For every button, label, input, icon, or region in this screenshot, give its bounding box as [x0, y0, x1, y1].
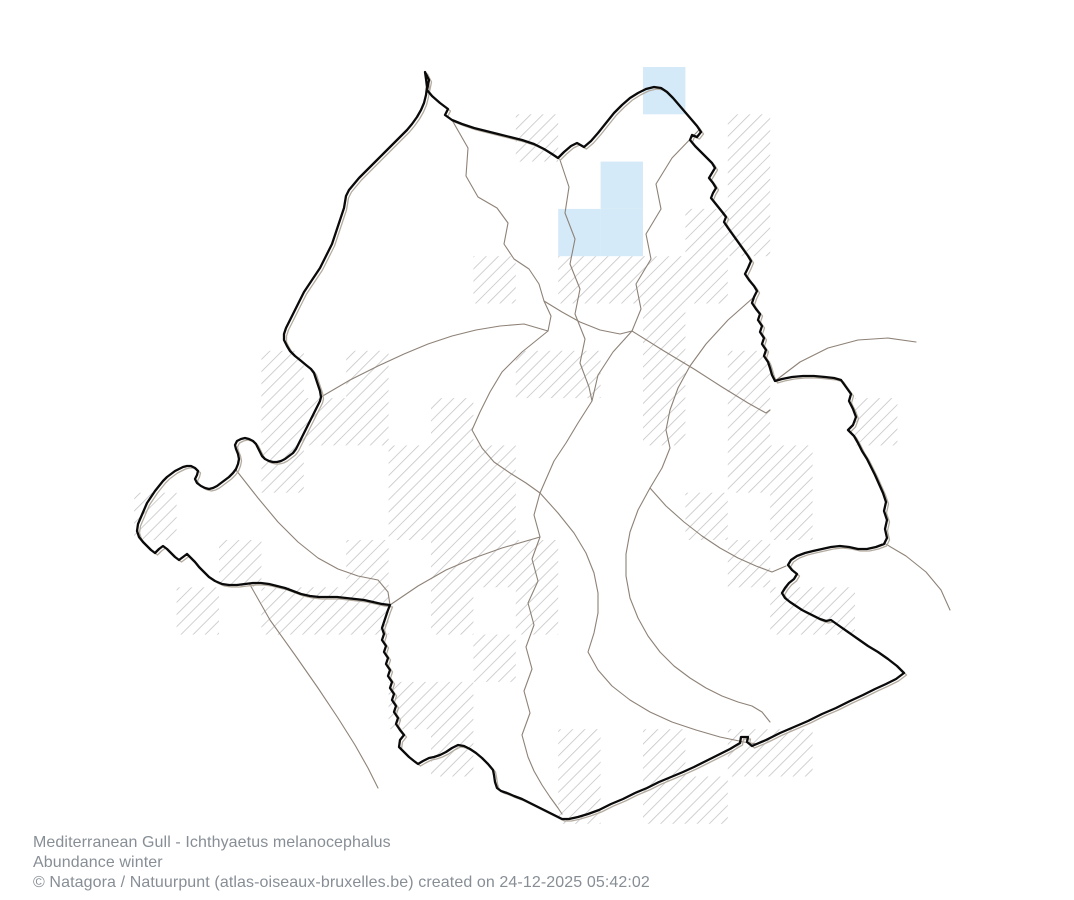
surveyed-no-observation-cell [346, 398, 389, 446]
municipality-border [774, 337, 917, 382]
surveyed-no-observation-cell [431, 540, 474, 588]
surveyed-no-observation-cell [431, 492, 474, 540]
surveyed-no-observation-cell [431, 681, 474, 730]
surveyed-no-observation-cell [727, 398, 771, 446]
surveyed-no-observation-cell [855, 398, 898, 446]
surveyed-no-observation-cell [727, 114, 771, 162]
surveyed-no-observation-cell [473, 256, 516, 304]
surveyed-no-observation-cell [727, 350, 771, 399]
surveyed-no-observation-cell [643, 256, 686, 304]
municipality-borders-layer [235, 119, 951, 815]
surveyed-no-observation-cell [558, 729, 601, 777]
abundance-cells-layer [558, 67, 686, 257]
surveyed-no-observation-cell [431, 729, 474, 777]
municipality-border [625, 487, 771, 723]
municipality-border [631, 129, 700, 332]
surveyed-no-observation-cell [515, 540, 559, 588]
map-subtitle: Abundance winter [33, 854, 163, 871]
surveyed-no-observation-cell [515, 587, 559, 635]
surveyed-no-observation-cell [643, 350, 686, 399]
surveyed-no-observation-cell [727, 161, 771, 209]
surveyed-no-observation-cell [346, 540, 389, 588]
surveyed-cells-layer [134, 114, 898, 824]
surveyed-no-observation-cell [770, 492, 813, 540]
surveyed-no-observation-cell [473, 634, 516, 682]
surveyed-no-observation-cell [643, 776, 686, 824]
surveyed-no-observation-cell [770, 729, 813, 777]
surveyed-no-observation-cell [388, 492, 431, 540]
municipality-border [235, 469, 391, 606]
municipality-border [591, 330, 633, 402]
surveyed-no-observation-cell [727, 729, 771, 777]
caption: Mediterranean Gull - Ichthyaetus melanoc… [33, 833, 650, 893]
surveyed-no-observation-cell [727, 540, 771, 588]
municipality-border [539, 400, 593, 494]
surveyed-no-observation-cell [727, 445, 771, 493]
abundance-cell [600, 161, 643, 209]
municipality-border [543, 300, 633, 335]
municipality-border [649, 296, 755, 489]
credit-line: © Natagora / Natuurpunt (atlas-oiseaux-b… [33, 874, 650, 891]
surveyed-no-observation-cell [431, 398, 474, 446]
surveyed-no-observation-cell [303, 587, 347, 635]
surveyed-no-observation-cell [219, 540, 262, 588]
municipality-border [539, 492, 758, 745]
municipality-border [521, 492, 563, 815]
municipality-border [649, 487, 787, 573]
municipality-border [631, 330, 771, 414]
surveyed-no-observation-cell [770, 445, 813, 493]
surveyed-no-observation-cell [431, 587, 474, 635]
municipality-border [320, 323, 549, 398]
surveyed-no-observation-cell [558, 256, 601, 304]
municipality-border [248, 582, 379, 789]
region-border [135, 70, 906, 821]
abundance-cell [600, 208, 643, 257]
surveyed-no-observation-cell [473, 445, 516, 493]
municipality-border [559, 159, 593, 402]
surveyed-no-observation-cell [812, 587, 855, 635]
surveyed-no-observation-cell [727, 208, 771, 257]
surveyed-no-observation-cell [431, 445, 474, 493]
surveyed-no-observation-cell [643, 729, 686, 777]
species-title: Mediterranean Gull - Ichthyaetus melanoc… [33, 834, 391, 851]
surveyed-no-observation-cell [685, 776, 728, 824]
surveyed-no-observation-cell [600, 256, 643, 304]
surveyed-no-observation-cell [473, 492, 516, 540]
region-border-layer [135, 70, 906, 821]
surveyed-no-observation-cell [261, 587, 304, 635]
surveyed-no-observation-cell [643, 303, 686, 351]
municipality-border [389, 536, 541, 606]
abundance-cell [558, 208, 601, 257]
municipality-border [471, 330, 549, 494]
surveyed-no-observation-cell [643, 398, 686, 446]
surveyed-no-observation-cell [388, 445, 431, 493]
surveyed-no-observation-cell [685, 208, 728, 257]
surveyed-no-observation-cell [515, 350, 559, 399]
surveyed-no-observation-cell [685, 492, 728, 540]
surveyed-no-observation-cell [176, 587, 219, 635]
surveyed-no-observation-cell [685, 256, 728, 304]
surveyed-no-observation-cell [261, 398, 304, 446]
surveyed-no-observation-cell [558, 350, 601, 399]
surveyed-no-observation-cell [473, 540, 516, 588]
municipality-border [883, 542, 951, 611]
surveyed-no-observation-cell [346, 350, 389, 399]
